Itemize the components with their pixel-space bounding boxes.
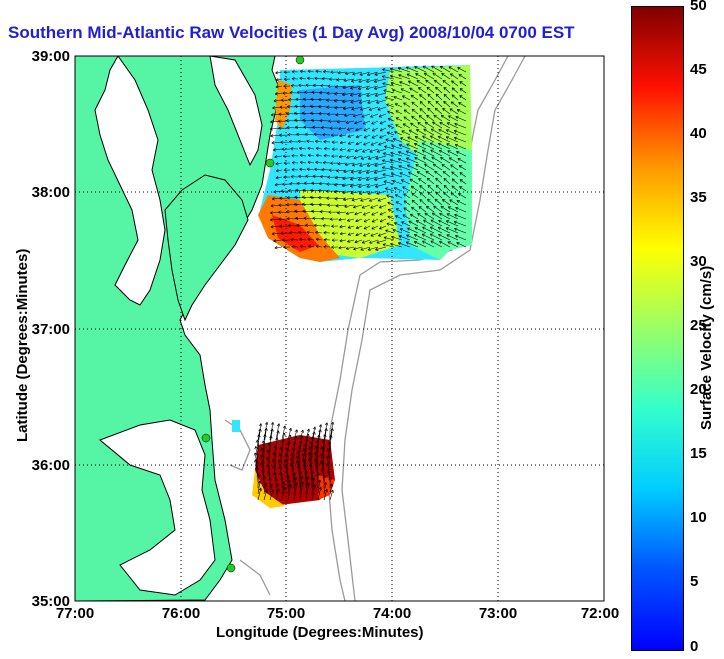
grid-lines [75, 56, 604, 601]
colorbar [631, 6, 684, 651]
colorbar-tick: 20 [690, 381, 707, 398]
y-tick-label: 39:00 [32, 48, 70, 65]
delmarva-peninsula [164, 174, 249, 322]
colorbar-tick: 10 [690, 509, 707, 526]
colorbar-tick: 40 [690, 125, 707, 142]
x-tick-label: 75:00 [267, 605, 305, 622]
delaware-bay [209, 56, 263, 167]
colorbar-tick: 15 [690, 445, 707, 462]
y-tick-label: 38:00 [32, 184, 70, 201]
colorbar-tick: 50 [690, 0, 707, 14]
y-tick-labels: 39:00 38:00 37:00 36:00 35:00 [32, 48, 70, 610]
current-vectors [253, 65, 467, 501]
station-marker [295, 56, 305, 65]
radar-stations [201, 56, 305, 573]
vector-arrows [253, 65, 467, 501]
plot-frame [74, 55, 605, 602]
x-tick-label: 72:00 [581, 605, 619, 622]
pamlico-sound [99, 419, 216, 596]
x-tick-label: 76:00 [162, 605, 200, 622]
y-tick-label: 35:00 [32, 593, 70, 610]
colorbar-tick: 25 [690, 317, 707, 334]
station-marker [226, 563, 236, 573]
x-tick-label: 77:00 [56, 605, 94, 622]
y-tick-label: 37:00 [32, 321, 70, 338]
x-tick-label: 74:00 [373, 605, 411, 622]
colorbar-tick: 35 [690, 189, 707, 206]
station-marker [201, 433, 211, 443]
colorbar-label: Surface Velocity (cm/s) [698, 265, 715, 430]
colorbar-gradient [632, 7, 683, 650]
colorbar-tick: 5 [690, 573, 699, 590]
y-axis-label: Latitude (Degrees:Minutes) [14, 248, 31, 442]
chesapeake-bay [94, 56, 166, 306]
x-axis-label: Longitude (Degrees:Minutes) [216, 624, 424, 641]
x-tick-label: 73:00 [479, 605, 517, 622]
station-marker [265, 158, 275, 168]
colorbar-tick: 0 [690, 638, 699, 655]
colorbar-tick: 30 [690, 253, 707, 270]
colorbar-tick: 45 [690, 61, 707, 78]
y-tick-label: 36:00 [32, 457, 70, 474]
x-tick-labels: 77:00 76:00 75:00 74:00 73:00 72:00 [56, 605, 619, 622]
map-title: Southern Mid-Atlantic Raw Velocities (1 … [8, 23, 575, 42]
